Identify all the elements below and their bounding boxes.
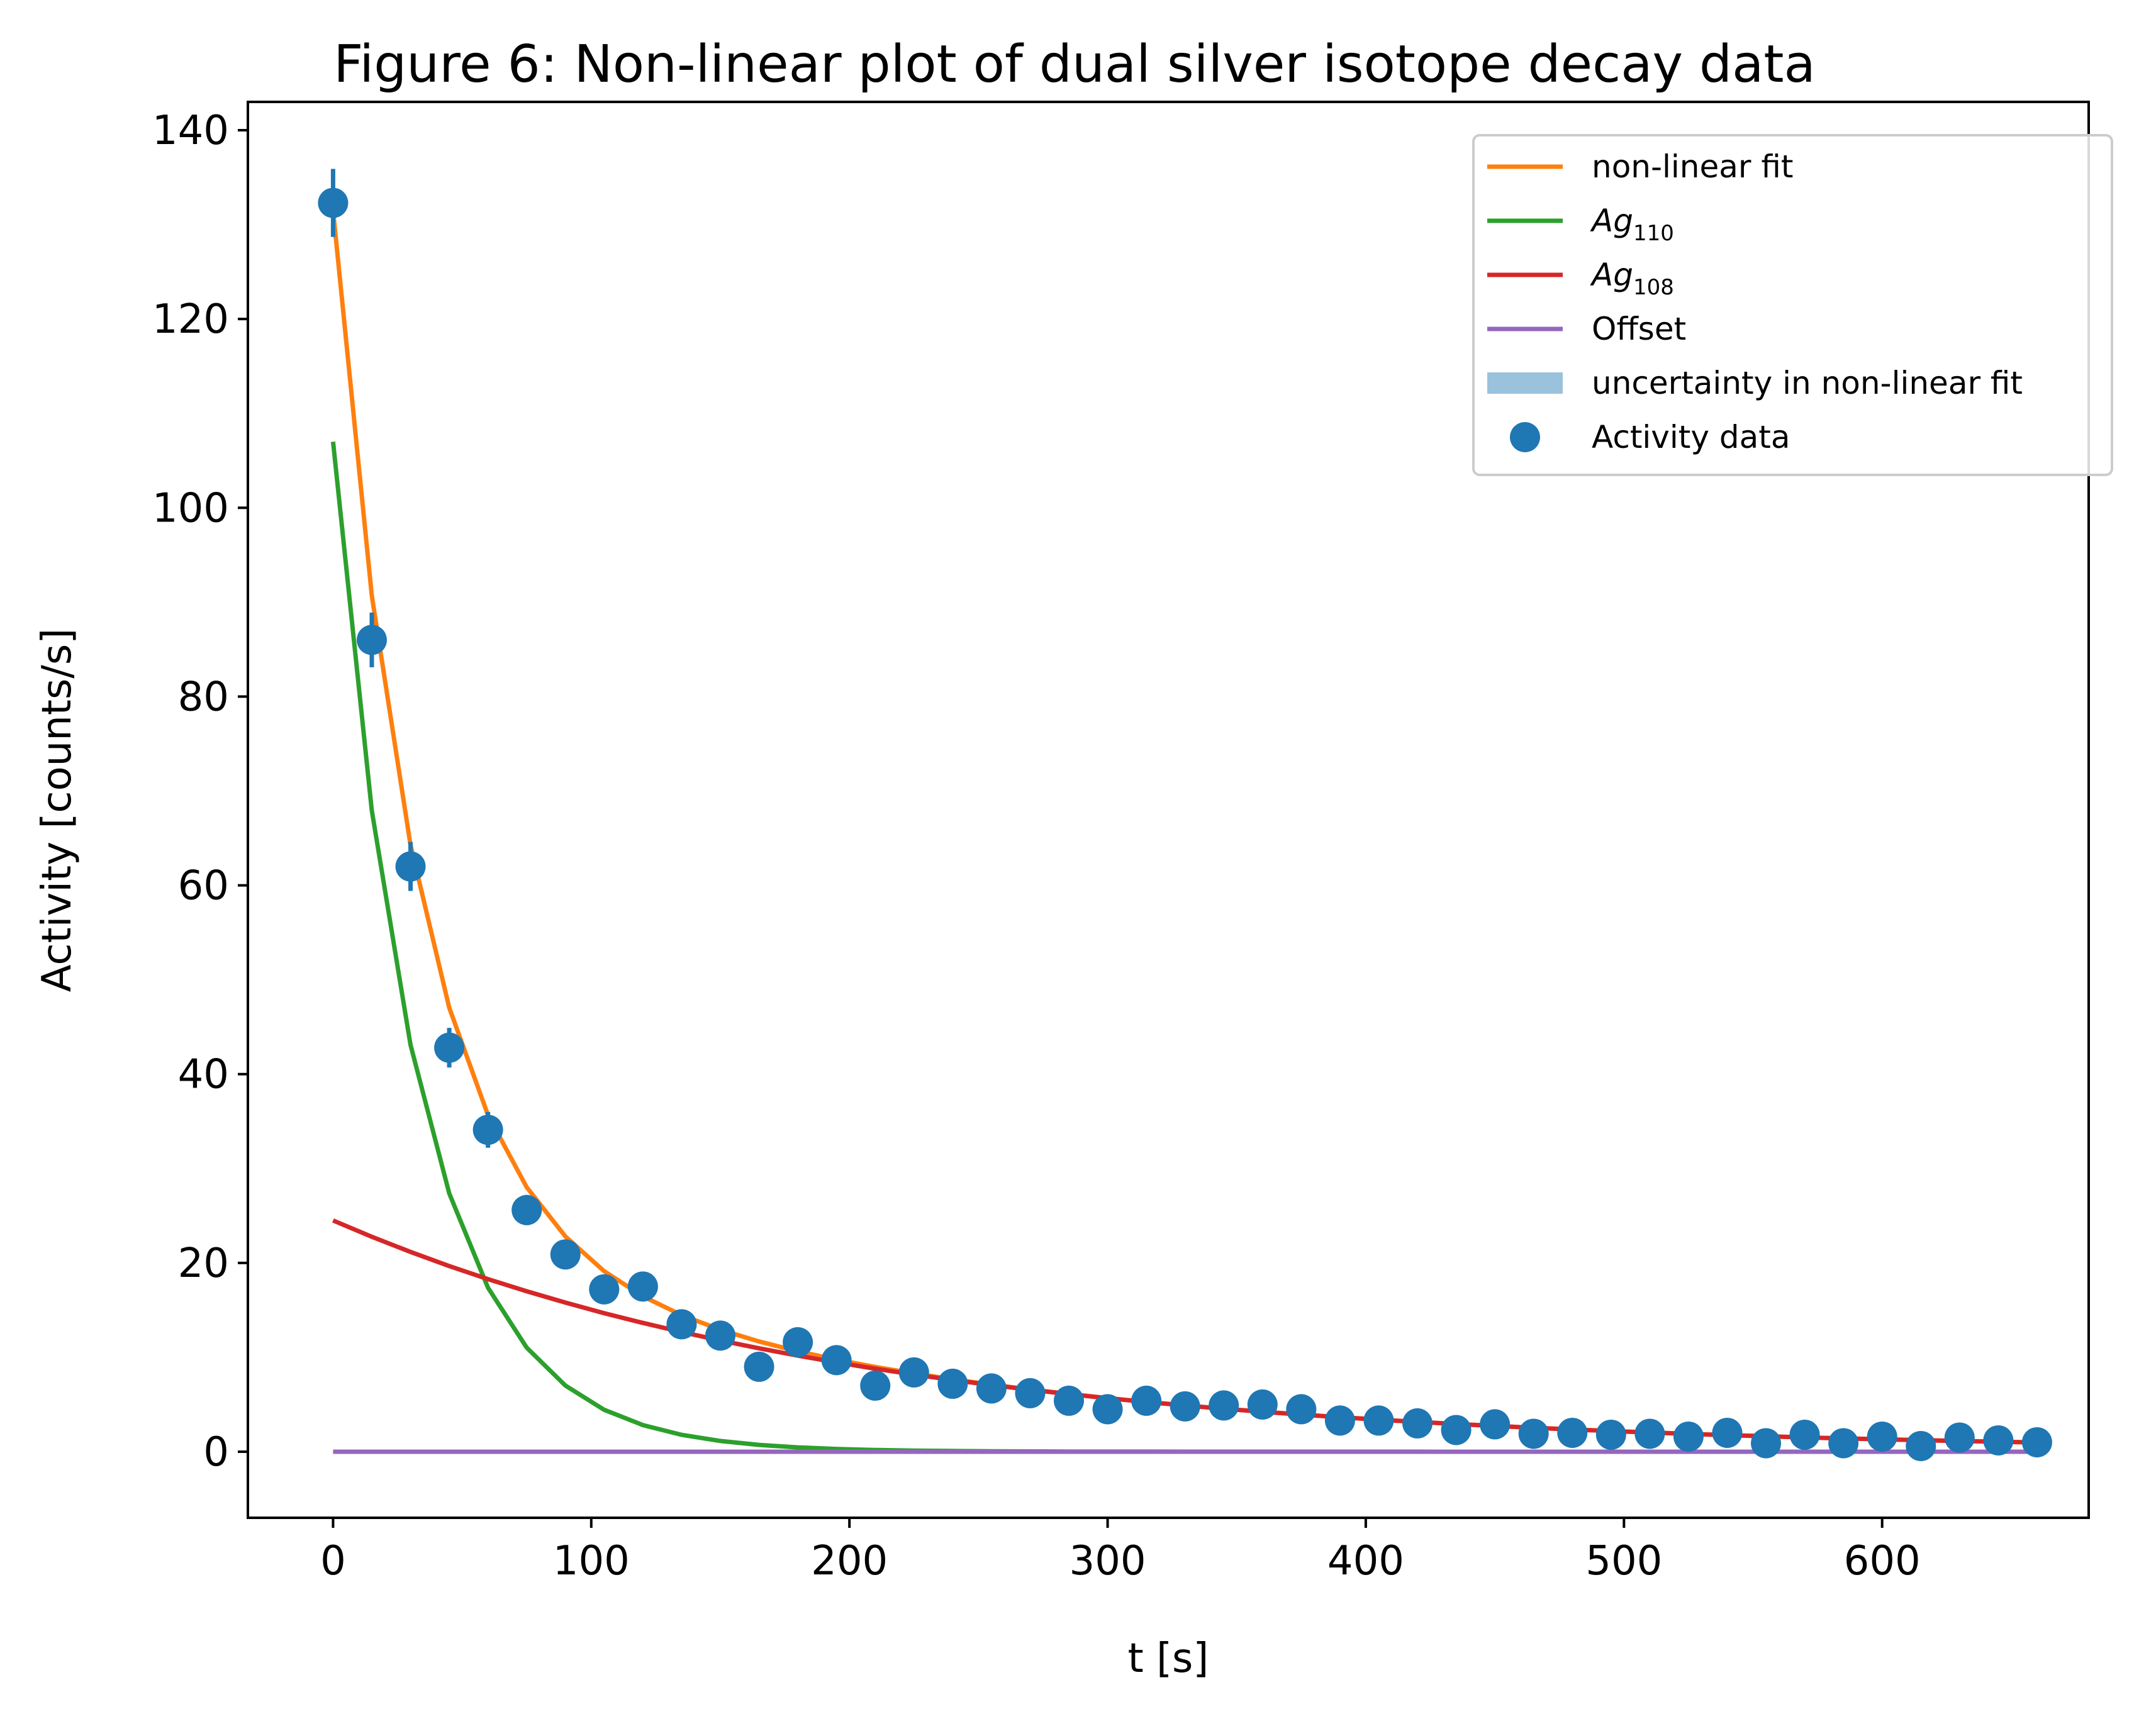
- data-point: [1867, 1421, 1897, 1452]
- x-tick-label: 500: [1585, 1538, 1662, 1584]
- data-point: [1518, 1418, 1549, 1449]
- data-point: [511, 1194, 542, 1225]
- legend-box: [1472, 134, 2113, 476]
- data-point: [1092, 1394, 1123, 1425]
- data-point: [1209, 1390, 1239, 1421]
- data-point: [1441, 1415, 1472, 1445]
- y-axis-label: Activity [counts/s]: [34, 628, 81, 992]
- data-point: [318, 187, 349, 218]
- x-tick-label: 300: [1069, 1538, 1146, 1584]
- x-tick-label: 0: [320, 1538, 346, 1584]
- data-point: [356, 625, 387, 655]
- data-point: [1673, 1421, 1704, 1452]
- y-tick-label: 0: [203, 1429, 229, 1476]
- data-point: [395, 851, 426, 882]
- data-point: [627, 1271, 658, 1302]
- legend-swatch-band: [1487, 372, 1563, 394]
- legend-label-text: Ag: [1590, 257, 1633, 293]
- data-point: [860, 1370, 891, 1401]
- data-point: [1944, 1422, 1975, 1453]
- data-point: [1170, 1391, 1200, 1422]
- y-tick-label: 40: [178, 1052, 229, 1098]
- legend-label-band: uncertainty in non-linear fit: [1592, 365, 2023, 401]
- plot-content: [318, 169, 2052, 1461]
- x-tick-label: 100: [553, 1538, 630, 1584]
- legend-label-fit: non-linear fit: [1592, 148, 1793, 185]
- data-point: [589, 1274, 620, 1305]
- legend-label-data: Activity data: [1592, 419, 1790, 455]
- legend-label-text: Ag: [1590, 203, 1633, 239]
- legend-label-subscript: 110: [1633, 221, 1674, 246]
- data-point: [1324, 1405, 1355, 1436]
- data-point: [472, 1115, 503, 1145]
- data-point: [1402, 1408, 1433, 1439]
- data-point: [550, 1239, 581, 1270]
- data-point: [744, 1351, 774, 1382]
- legend-label-ag108: Ag108: [1590, 257, 1674, 300]
- data-point: [1015, 1378, 1046, 1408]
- data-point: [705, 1320, 735, 1351]
- data-point: [1983, 1425, 2014, 1456]
- data-point: [434, 1032, 465, 1063]
- data-point: [1363, 1405, 1394, 1436]
- data-point: [2021, 1427, 2052, 1457]
- legend-label-ag110: Ag110: [1590, 203, 1674, 246]
- data-point: [1751, 1428, 1782, 1459]
- legend-swatch-data: [1510, 422, 1540, 452]
- chart-title: Figure 6: Non-linear plot of dual silver…: [333, 35, 1816, 94]
- x-axis-label: t [s]: [1128, 1635, 1209, 1682]
- data-point: [1906, 1430, 1936, 1461]
- data-point: [821, 1345, 852, 1376]
- data-point: [1286, 1394, 1317, 1425]
- y-tick-label: 60: [178, 863, 229, 910]
- x-tick-label: 200: [811, 1538, 888, 1584]
- data-point: [1557, 1417, 1588, 1448]
- y-tick-label: 80: [178, 674, 229, 720]
- data-point: [937, 1368, 968, 1399]
- data-point: [1131, 1385, 1162, 1416]
- legend-label-subscript: 108: [1633, 275, 1674, 300]
- y-tick-label: 20: [178, 1240, 229, 1287]
- data-point: [1789, 1419, 1820, 1450]
- axis-ticks: 0 100 200 300 400 500 600 0 20 40 60 80 100 120 140: [152, 108, 1921, 1584]
- data-point: [976, 1373, 1007, 1404]
- legend: non-linear fitAg110Ag108Offsetuncertaint…: [1472, 134, 2113, 476]
- data-point: [1247, 1389, 1278, 1420]
- legend-label-offset: Offset: [1592, 311, 1686, 347]
- axes-frame: [247, 101, 2090, 1519]
- x-tick-label: 400: [1327, 1538, 1404, 1584]
- y-tick-label: 140: [152, 108, 229, 154]
- data-point: [783, 1327, 813, 1357]
- data-point: [898, 1357, 929, 1388]
- data-point: [666, 1309, 697, 1340]
- data-point: [1595, 1419, 1626, 1450]
- x-tick-label: 600: [1844, 1538, 1921, 1584]
- data-point: [1054, 1385, 1085, 1416]
- plot-area: [318, 169, 2052, 1461]
- data-point: [1480, 1409, 1511, 1440]
- data-point: [1712, 1417, 1743, 1448]
- data-point: [1634, 1418, 1665, 1449]
- y-tick-label: 120: [152, 296, 229, 343]
- data-point: [1828, 1428, 1859, 1459]
- y-tick-label: 100: [152, 485, 229, 532]
